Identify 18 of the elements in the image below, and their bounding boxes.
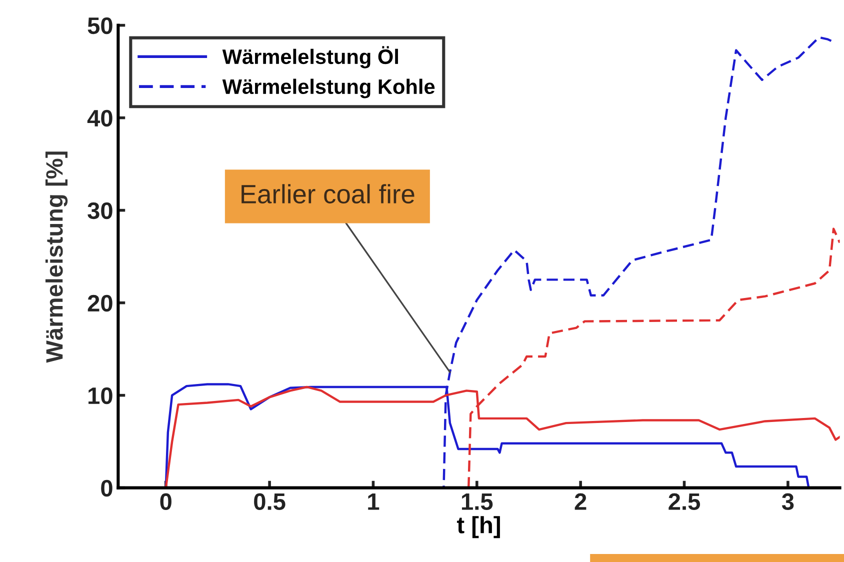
y-axis-title: Wärmeleistung [%] xyxy=(45,152,68,363)
y-tick-label: 30 xyxy=(88,202,112,220)
y-tick-label: 20 xyxy=(88,294,112,312)
annotation: Earlier coal fire xyxy=(242,184,414,204)
x-tick-label: 3 xyxy=(782,493,794,510)
x-tick-label: 2.5 xyxy=(668,493,700,510)
x-tick-label: 2 xyxy=(574,493,586,510)
x-tick-label: 1.5 xyxy=(462,494,493,510)
x-axis-title: t [h] xyxy=(456,516,500,538)
x-tick-label: 1 xyxy=(368,494,380,510)
y-tick-label: 50 xyxy=(88,17,112,34)
y-tick-label: 10 xyxy=(88,387,112,404)
x-tick-label: 0 xyxy=(160,493,172,510)
y-tick-label: 40 xyxy=(87,110,112,127)
legend-label: Wärmelelstung Öl xyxy=(222,46,398,68)
y-tick-label: 0 xyxy=(101,480,112,497)
legend-label: Wärmelelstung Kohle xyxy=(222,78,435,98)
x-tick-label: 0.5 xyxy=(254,493,286,510)
